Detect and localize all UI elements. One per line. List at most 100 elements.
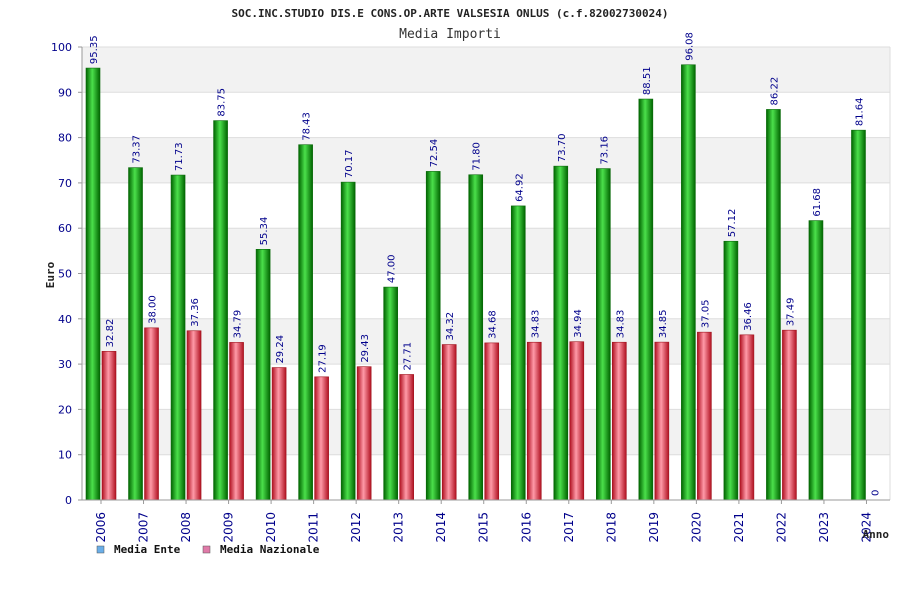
y-axis-label: Euro	[44, 261, 57, 288]
data-labels: 95.35 32.82 73.37 38.00 71.73 37.36 83.75 34.79…	[89, 32, 881, 496]
data-label-media-ente-2014: 72.54	[429, 139, 440, 168]
bar-media-ente-2018	[596, 168, 611, 501]
bar-media-ente-2017	[553, 165, 569, 501]
data-label-extra-2024: 0	[870, 490, 881, 496]
bar-media-ente-2019	[638, 98, 654, 501]
y-tick-label: 70	[58, 177, 72, 190]
y-tick-label: 30	[58, 358, 72, 371]
bar-media-ente-2022	[766, 109, 781, 501]
x-tick-label: 2014	[434, 512, 448, 543]
x-tick-label: 2008	[179, 512, 193, 543]
x-tick-label: 2011	[307, 512, 321, 543]
legend-swatch-media-ente	[96, 545, 105, 554]
x-tick-label: 2007	[137, 512, 151, 543]
data-label-media-ente-2021: 57.12	[727, 209, 738, 238]
axes	[81, 47, 890, 501]
data-label-media-ente-2018: 73.16	[599, 136, 610, 165]
bar-media-ente-2012	[340, 181, 356, 501]
x-tick-labels: 2006 2007 2008 2009 2010 2011 2012 2013 2014 2015…	[94, 500, 873, 543]
data-label-media-nazionale-2018: 34.83	[615, 310, 626, 339]
bar-media-ente-2007	[128, 167, 143, 501]
legend: Media Ente Media Nazionale	[96, 543, 320, 556]
data-label-media-ente-2011: 78.43	[302, 112, 313, 141]
bar-media-ente-2014	[425, 171, 441, 501]
data-label-media-ente-2016: 64.92	[514, 173, 525, 202]
bar-media-ente-2021	[723, 240, 739, 501]
data-label-media-nazionale-2011: 27.19	[318, 344, 329, 373]
bar-media-ente-2008	[170, 174, 186, 501]
bar-media-ente-2016	[510, 205, 526, 501]
x-tick-label: 2024	[859, 512, 873, 543]
data-label-media-nazionale-2021: 36.46	[743, 302, 754, 331]
bar-media-nazionale-2012	[356, 366, 372, 501]
data-label-media-nazionale-2012: 29.43	[360, 334, 371, 363]
data-label-media-ente-2017: 73.70	[557, 133, 568, 162]
x-tick-label: 2023	[817, 512, 831, 543]
bar-media-nazionale-2006	[101, 351, 117, 501]
bar-media-ente-2015	[468, 174, 484, 501]
data-label-media-ente-2012: 70.17	[344, 149, 355, 178]
data-label-media-ente-2023: 61.68	[812, 188, 823, 217]
bar-media-nazionale-2019	[654, 341, 670, 501]
y-tick-label: 80	[58, 132, 72, 145]
bar-media-ente-2010	[255, 249, 271, 501]
x-tick-label: 2006	[94, 512, 108, 543]
x-tick-label: 2021	[732, 512, 746, 543]
y-tick-label: 40	[58, 313, 72, 326]
chart-title: SOC.INC.STUDIO DIS.E CONS.OP.ARTE VALSES…	[231, 7, 668, 20]
data-label-media-nazionale-2015: 34.68	[488, 310, 499, 339]
bar-media-nazionale-2013	[399, 374, 414, 501]
x-tick-label: 2017	[562, 512, 576, 543]
bar-media-ente-2024	[851, 129, 866, 501]
y-tick-labels: 0 10 20 30 40 50 60 70 80 90 100	[51, 41, 72, 507]
x-tick-label: 2009	[222, 512, 236, 543]
x-tick-label: 2019	[647, 512, 661, 543]
data-label-media-ente-2008: 71.73	[174, 142, 185, 171]
y-tick-label: 10	[58, 449, 72, 462]
data-label-media-nazionale-2014: 34.32	[445, 312, 456, 341]
data-label-media-ente-2022: 86.22	[769, 77, 780, 106]
data-label-media-ente-2015: 71.80	[472, 142, 483, 171]
bar-media-nazionale-2018	[612, 341, 627, 501]
data-label-media-nazionale-2022: 37.49	[785, 298, 796, 327]
data-label-media-ente-2009: 83.75	[217, 88, 228, 117]
bar-media-ente-2006	[85, 67, 101, 501]
bar-media-ente-2023	[808, 220, 824, 501]
data-label-media-nazionale-2016: 34.83	[530, 310, 541, 339]
plot-band	[82, 47, 890, 93]
chart-subtitle: Media Importi	[399, 27, 501, 42]
y-tick-label: 100	[51, 41, 72, 54]
legend-label-media-ente: Media Ente	[114, 543, 181, 556]
x-tick-label: 2012	[349, 512, 363, 543]
x-tick-label: 2010	[264, 512, 278, 543]
data-label-media-nazionale-2009: 34.79	[233, 310, 244, 339]
data-label-media-ente-2010: 55.34	[259, 217, 270, 246]
data-label-media-ente-2024: 81.64	[854, 98, 865, 127]
bar-media-nazionale-2016	[526, 341, 542, 501]
bar-media-ente-2011	[298, 144, 313, 501]
data-label-media-nazionale-2007: 38.00	[148, 295, 159, 324]
y-tick-label: 90	[58, 86, 72, 99]
data-label-media-ente-2006: 95.35	[89, 35, 100, 64]
bar-media-nazionale-2022	[782, 329, 797, 501]
data-label-media-ente-2007: 73.37	[132, 135, 143, 164]
bar-media-nazionale-2008	[186, 330, 202, 501]
bar-media-nazionale-2011	[314, 376, 329, 501]
bar-media-nazionale-2015	[484, 342, 500, 501]
legend-label-media-nazionale: Media Nazionale	[220, 543, 320, 556]
data-label-media-ente-2013: 47.00	[387, 254, 398, 283]
data-label-media-ente-2019: 88.51	[642, 66, 653, 95]
bars	[85, 64, 866, 501]
y-tick-label: 20	[58, 403, 72, 416]
bar-media-nazionale-2009	[229, 342, 244, 501]
bar-media-nazionale-2017	[569, 341, 585, 501]
bar-media-ente-2009	[213, 120, 228, 501]
x-tick-label: 2018	[604, 512, 618, 543]
bar-media-nazionale-2007	[144, 327, 159, 501]
x-axis-label: Anno	[863, 528, 890, 541]
data-label-media-nazionale-2013: 27.71	[403, 342, 414, 371]
data-label-media-nazionale-2008: 37.36	[190, 298, 201, 327]
x-tick-label: 2020	[689, 512, 703, 543]
bar-media-nazionale-2010	[271, 367, 287, 501]
